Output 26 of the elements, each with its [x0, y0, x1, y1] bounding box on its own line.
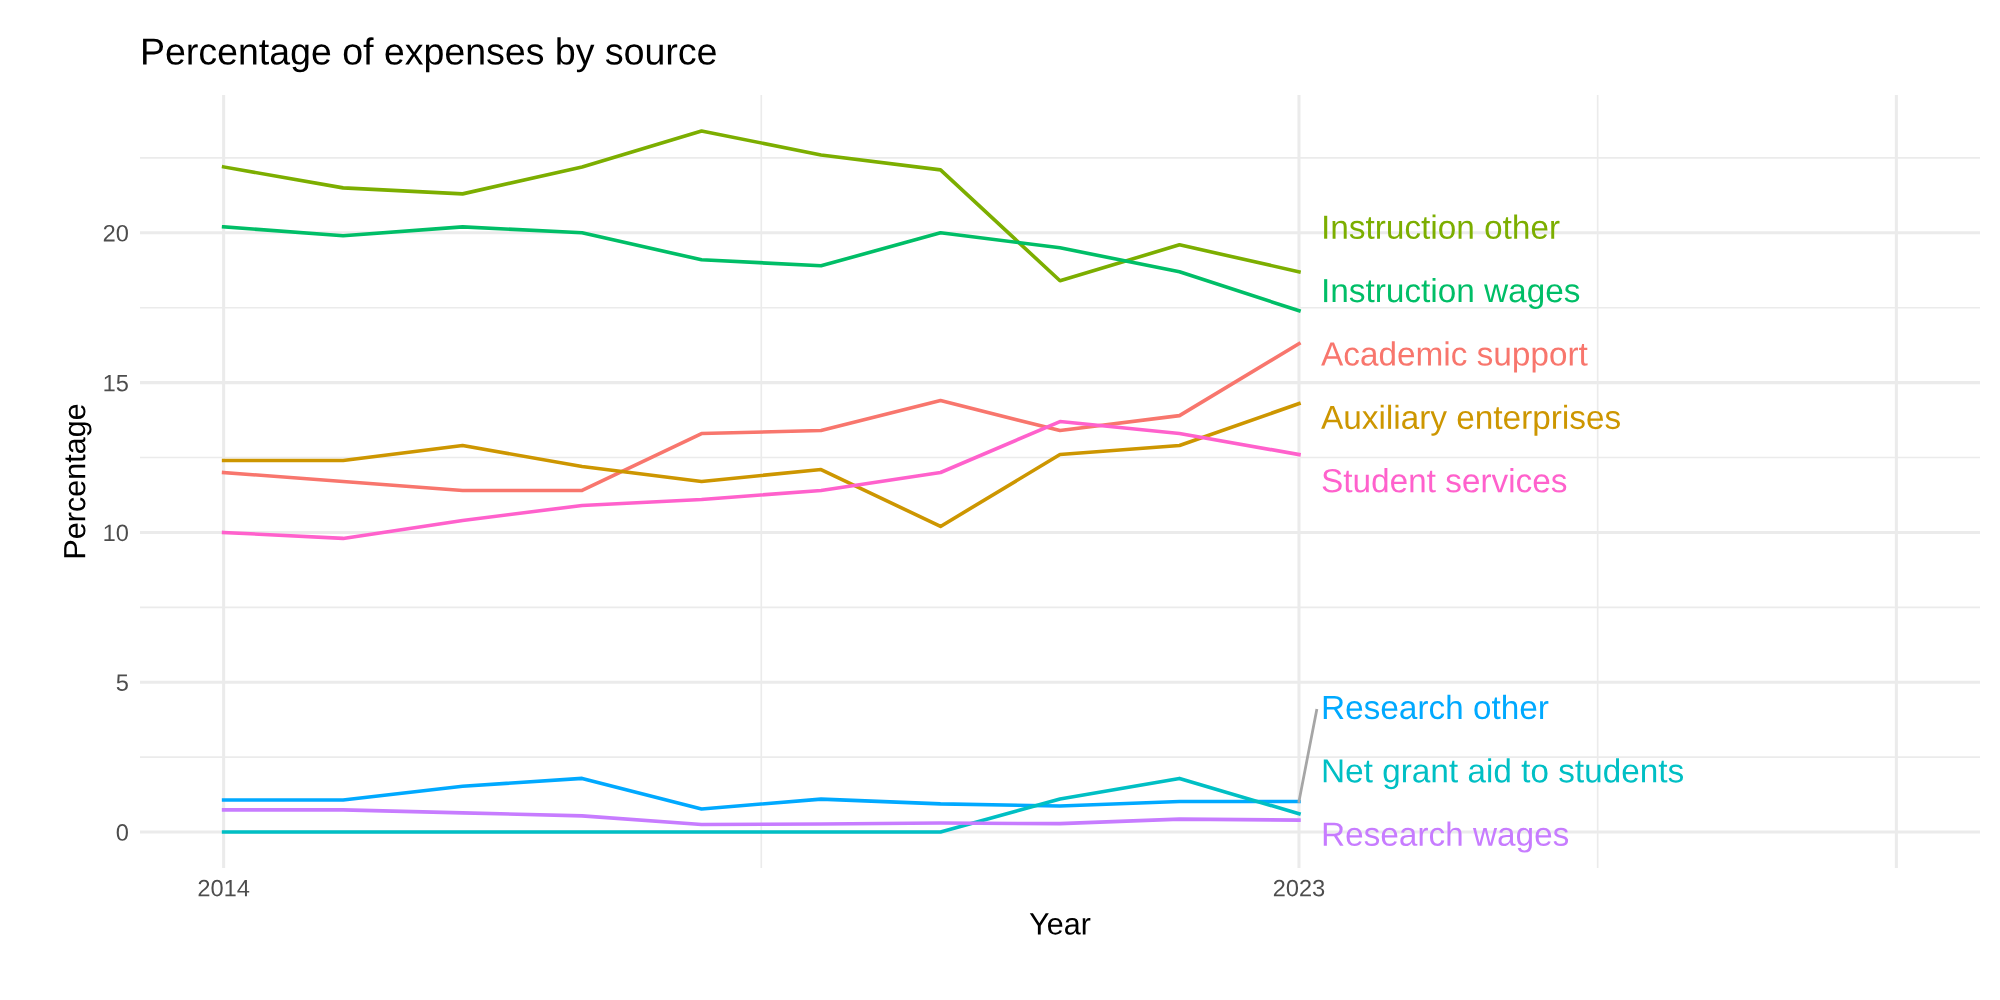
line-series	[221, 808, 1301, 827]
y-tick-label: 0	[116, 824, 128, 841]
line-series	[221, 341, 1301, 493]
line-series	[221, 776, 1301, 811]
y-tick-label: 5	[116, 674, 128, 692]
line-series	[221, 419, 1301, 541]
y-tick-label: 20	[103, 224, 128, 242]
series-label: Academic support	[1321, 341, 1588, 373]
x-tick-label: 2023	[1273, 879, 1325, 897]
y-axis-title: Percentage	[64, 404, 92, 558]
series-label: Research wages	[1323, 821, 1569, 853]
y-tick-label: 15	[104, 374, 128, 392]
line-series	[221, 129, 1301, 283]
text: Research other	[1323, 694, 1549, 720]
line-series	[221, 776, 1301, 834]
x-tick-label: 2014	[198, 879, 250, 897]
series-label: Auxiliary enterprises	[1321, 404, 1620, 436]
y-tick-label: 10	[104, 524, 128, 542]
series-label: Instruction wages	[1324, 277, 1580, 310]
series-label: Instruction other	[1324, 214, 1560, 240]
line-series	[221, 225, 1301, 313]
line-series	[221, 401, 1301, 529]
x-axis-title: Year	[1029, 913, 1091, 935]
chart-title: Percentage of expenses by source	[143, 37, 716, 73]
series-label: Student services	[1322, 468, 1567, 493]
series-label: Net grant aid to students	[1323, 758, 1684, 790]
